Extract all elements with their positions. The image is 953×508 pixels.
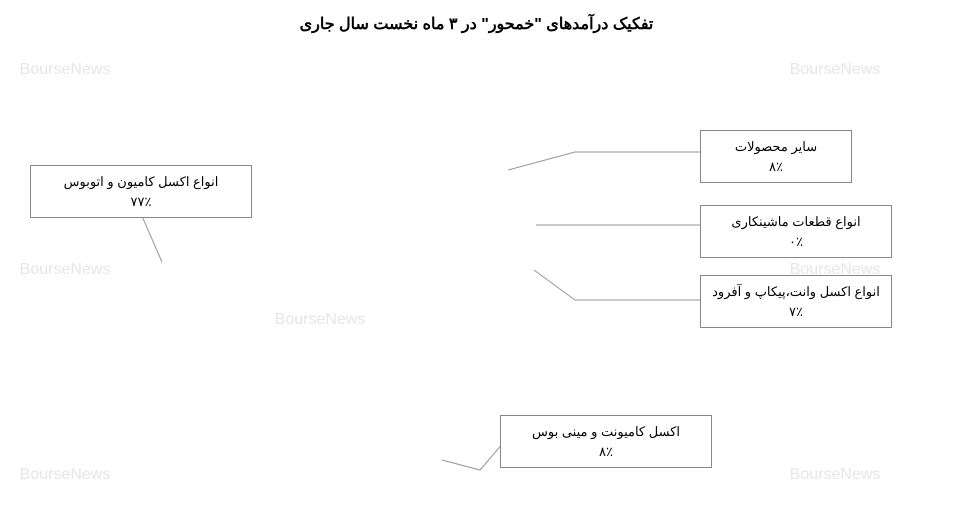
label-percent: ۷۷٪ [41,192,241,212]
watermark: BourseNews [20,61,111,79]
label-percent: ۷٪ [711,302,881,322]
leader-line [508,152,700,170]
label-text: انواع قطعات ماشینکاری [711,212,881,232]
label-text: انواع اکسل کامیون و اتوبوس [41,172,241,192]
chart-title: تفکیک درآمدهای "خمحور" در ۳ ماه نخست سال… [0,14,953,34]
label-box-machining-parts: انواع قطعات ماشینکاری۰٪ [700,205,892,258]
watermark: BourseNews [790,466,881,484]
label-box-van-pickup-offroad: انواع اکسل وانت،پیکاپ و آفرود۷٪ [700,275,892,328]
watermark: BourseNews [275,311,366,329]
watermark: BourseNews [20,261,111,279]
watermark: BourseNews [20,466,111,484]
leader-line [534,270,700,300]
label-box-other-products: سایر محصولات۸٪ [700,130,852,183]
label-text: انواع اکسل وانت،پیکاپ و آفرود [711,282,881,302]
label-percent: ۰٪ [711,232,881,252]
label-box-bus-camion: انواع اکسل کامیون و اتوبوس۷۷٪ [30,165,252,218]
label-percent: ۸٪ [711,157,841,177]
label-text: سایر محصولات [711,137,841,157]
label-box-truck-minibus: اکسل کامیونت و مینی بوس۸٪ [500,415,712,468]
watermark: BourseNews [790,61,881,79]
chart-container: تفکیک درآمدهای "خمحور" در ۳ ماه نخست سال… [0,0,953,508]
label-percent: ۸٪ [511,442,701,462]
label-text: اکسل کامیونت و مینی بوس [511,422,701,442]
